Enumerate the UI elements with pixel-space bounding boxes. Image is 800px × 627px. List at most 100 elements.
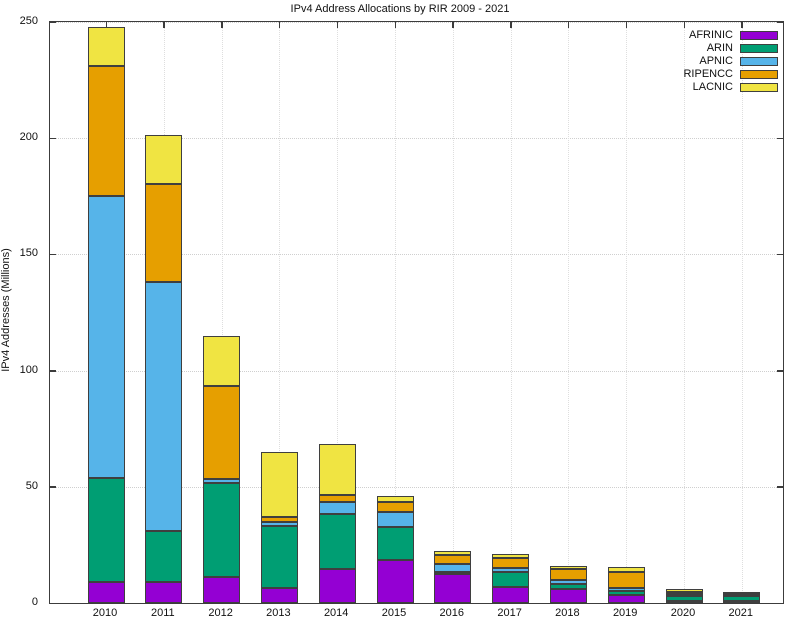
legend-item-AFRINIC: AFRINIC: [683, 29, 778, 42]
bar-segment-RIPENCC-2013: [260, 517, 298, 522]
y-tick-mark: [50, 370, 56, 372]
legend-item-RIPENCC: RIPENCC: [683, 68, 778, 81]
bar-segment-LACNIC-2015: [376, 496, 414, 502]
bar-segment-APNIC-2020: [665, 593, 703, 596]
bar-segment-RIPENCC-2014: [318, 494, 356, 502]
bar-segment-APNIC-2011: [145, 282, 183, 531]
gridline-x-2013: [279, 22, 281, 603]
bar-segment-APNIC-2021: [723, 594, 761, 597]
gridline-y-100: [50, 370, 783, 372]
bar-segment-APNIC-2018: [549, 579, 587, 585]
bar-2018: [549, 565, 587, 603]
gridline-y-50: [50, 486, 783, 488]
bar-segment-APNIC-2014: [318, 501, 356, 514]
bar-segment-ARIN-2017: [492, 571, 530, 587]
y-tick-label-50: 50: [25, 479, 38, 492]
y-tick-mark: [777, 21, 783, 23]
x-tick-label-2018: 2018: [555, 607, 580, 619]
legend-swatch-RIPENCC: [740, 70, 778, 79]
x-tick-mark: [221, 22, 223, 28]
x-tick-label-2017: 2017: [497, 607, 522, 619]
bar-segment-LACNIC-2017: [492, 554, 530, 558]
legend-swatch-ARIN: [740, 44, 778, 53]
y-tick-label-150: 150: [19, 247, 38, 260]
bar-segment-LACNIC-2016: [434, 550, 472, 556]
x-tick-mark: [567, 22, 570, 28]
gridline-x-2019: [626, 22, 628, 603]
bar-segment-LACNIC-2020: [665, 588, 703, 592]
legend-label-LACNIC: LACNIC: [692, 81, 733, 93]
y-tick-label-100: 100: [19, 363, 38, 376]
gridline-x-2021: [741, 22, 743, 603]
x-tick-label-2021: 2021: [728, 607, 754, 619]
legend-swatch-AFRINIC: [740, 31, 778, 40]
bar-segment-APNIC-2015: [376, 512, 414, 528]
bar-segment-LACNIC-2018: [549, 565, 587, 570]
y-tick-mark: [777, 370, 783, 372]
bar-2019: [607, 567, 645, 603]
y-tick-mark: [50, 486, 56, 488]
x-tick-mark: [163, 22, 165, 28]
legend-swatch-LACNIC: [740, 83, 778, 92]
bar-segment-ARIN-2019: [607, 591, 645, 595]
bar-2013: [260, 451, 298, 603]
bar-2015: [376, 496, 414, 603]
x-tick-label-2015: 2015: [381, 607, 407, 619]
bar-segment-LACNIC-2011: [145, 134, 183, 184]
bar-segment-RIPENCC-2020: [665, 591, 703, 594]
bar-2014: [318, 443, 356, 603]
legend-label-AFRINIC: AFRINIC: [689, 29, 733, 41]
gridline-x-2015: [395, 22, 396, 603]
bar-segment-RIPENCC-2015: [376, 501, 414, 513]
bar-segment-ARIN-2012: [203, 483, 241, 578]
bar-segment-AFRINIC-2018: [549, 589, 587, 603]
bar-segment-APNIC-2010: [87, 196, 125, 478]
x-tick-mark: [741, 22, 743, 28]
bar-2011: [145, 134, 183, 603]
bar-segment-RIPENCC-2016: [434, 555, 472, 564]
bar-segment-LACNIC-2013: [260, 451, 298, 518]
y-tick-label-250: 250: [19, 15, 38, 27]
x-tick-label-2019: 2019: [612, 607, 638, 619]
bar-segment-APNIC-2012: [203, 478, 241, 484]
gridline-y-250: [50, 22, 783, 23]
bar-segment-RIPENCC-2018: [549, 569, 587, 580]
gridline-x-2014: [337, 22, 339, 603]
bar-segment-LACNIC-2010: [87, 26, 125, 67]
bar-segment-APNIC-2019: [607, 587, 645, 592]
plot-area: [49, 21, 784, 604]
bar-segment-RIPENCC-2010: [87, 66, 125, 197]
y-tick-mark: [777, 253, 783, 256]
x-tick-mark: [105, 22, 107, 28]
gridline-x-2016: [452, 22, 454, 603]
x-tick-mark: [278, 22, 281, 28]
x-tick-label-2016: 2016: [439, 607, 465, 619]
legend-item-ARIN: ARIN: [683, 42, 778, 55]
bar-segment-APNIC-2016: [434, 563, 472, 572]
bar-2017: [492, 554, 530, 603]
bar-segment-ARIN-2021: [723, 596, 761, 601]
y-tick-mark: [50, 253, 56, 256]
x-tick-mark: [510, 22, 512, 28]
bar-2012: [203, 335, 241, 603]
bar-segment-APNIC-2013: [260, 521, 298, 527]
bar-segment-AFRINIC-2010: [87, 582, 125, 603]
bar-segment-AFRINIC-2014: [318, 569, 356, 603]
legend-item-LACNIC: LACNIC: [683, 81, 778, 94]
bar-segment-AFRINIC-2011: [145, 582, 183, 603]
x-tick-label-2011: 2011: [150, 607, 175, 619]
bar-2016: [434, 550, 472, 603]
bar-segment-AFRINIC-2019: [607, 594, 645, 603]
y-tick-mark: [777, 486, 783, 488]
bar-segment-RIPENCC-2017: [492, 557, 530, 569]
gridline-x-2012: [221, 22, 223, 603]
bar-segment-ARIN-2016: [434, 571, 472, 574]
x-tick-label-2014: 2014: [323, 607, 349, 619]
legend-label-RIPENCC: RIPENCC: [683, 68, 733, 80]
legend-swatch-APNIC: [740, 57, 778, 66]
gridline-x-2018: [568, 22, 570, 603]
y-tick-mark: [777, 137, 783, 140]
bar-segment-LACNIC-2019: [607, 567, 645, 572]
bar-2020: [665, 588, 703, 603]
bar-2010: [87, 26, 125, 603]
